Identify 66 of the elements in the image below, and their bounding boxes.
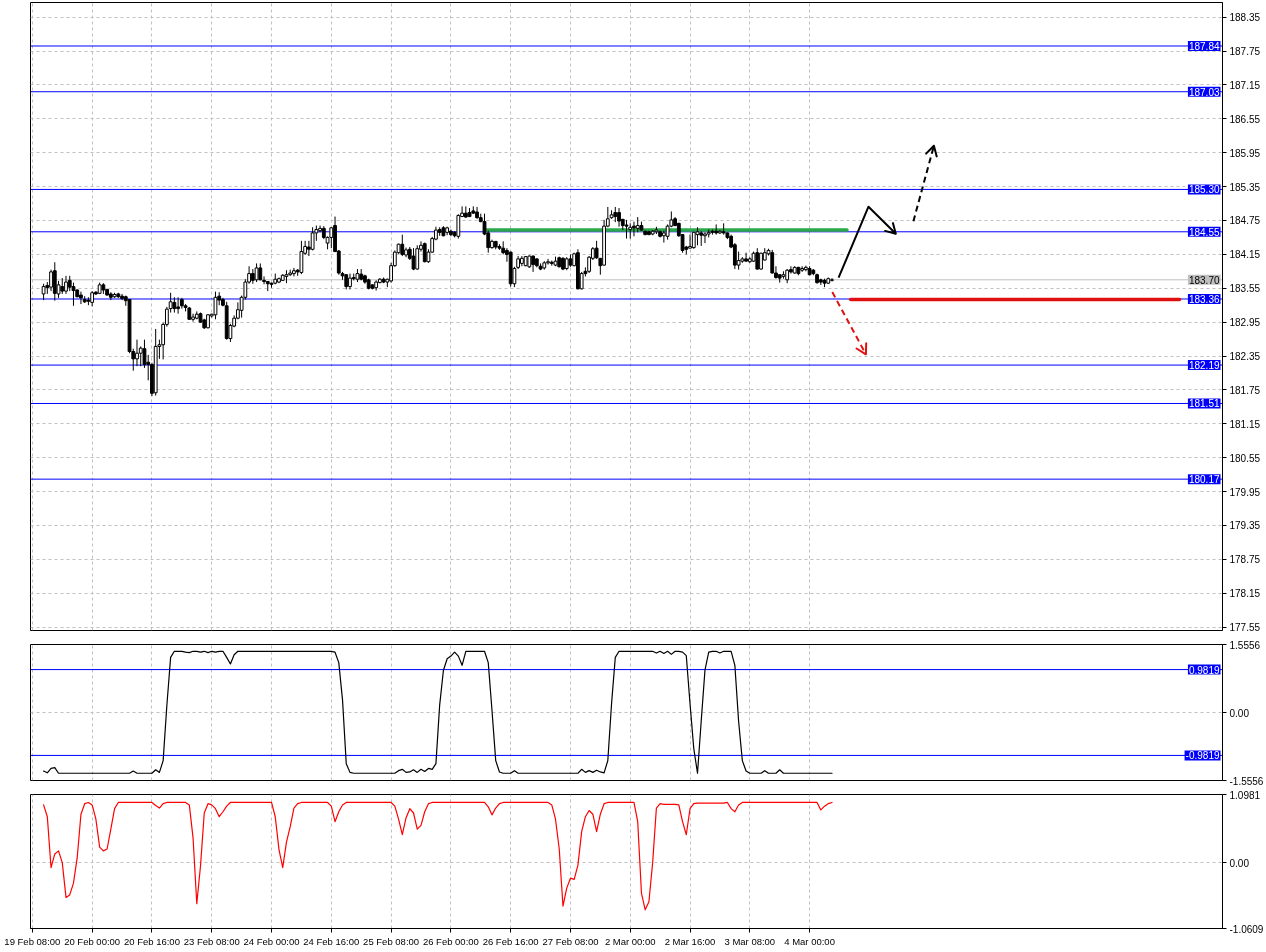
x-tick-label: 4 Mar 00:00 [784, 935, 835, 947]
ref-line-label: 187.84 [1188, 40, 1220, 52]
ref-line-label: 187.03 [1188, 86, 1220, 98]
candlestick [744, 252, 748, 263]
y-tick-label: 178.75 [1229, 554, 1261, 566]
y-tick-label: -1.0609 [1229, 923, 1264, 935]
x-tick-label: 25 Feb 08:00 [363, 935, 420, 947]
x-tick-label: 26 Feb 00:00 [422, 935, 479, 947]
candlestick [120, 293, 124, 301]
y-tick-label: 181.15 [1229, 418, 1261, 430]
ref-line-label: 180.17 [1188, 474, 1220, 486]
line-series [42, 801, 833, 911]
ref-line-label: 182.19 [1188, 360, 1220, 372]
candlestick [135, 339, 139, 367]
ref-line-label: 184.55 [1188, 226, 1220, 238]
y-tick-label: 185.95 [1229, 147, 1261, 159]
candlestick [546, 258, 550, 266]
y-tick-label: 179.35 [1229, 520, 1261, 532]
y-tick-label: 1.5556 [1229, 639, 1261, 651]
y-tick-label: 188.35 [1229, 12, 1261, 24]
y-tick-label: 182.95 [1229, 317, 1261, 329]
x-tick-label: 2 Mar 00:00 [604, 935, 656, 947]
candlestick [64, 275, 68, 295]
candlestick [52, 261, 57, 302]
ref-line-label: 183.36 [1188, 293, 1220, 305]
y-tick-label: 0.00 [1229, 707, 1250, 719]
y-tick-label: 177.55 [1229, 622, 1261, 634]
x-tick-label: 24 Feb 16:00 [303, 935, 360, 947]
y-tick-label: 178.15 [1229, 588, 1261, 600]
x-tick-label: 27 Feb 08:00 [542, 935, 599, 947]
x-tick-label: 2 Mar 16:00 [664, 935, 716, 947]
candlestick [292, 267, 296, 277]
ref-line-label: -0.9819 [1185, 750, 1220, 762]
ref-line-label: 185.30 [1188, 184, 1220, 196]
candlestick [176, 296, 180, 315]
y-tick-label: 187.15 [1229, 79, 1261, 91]
ref-line-label: 181.51 [1188, 398, 1220, 410]
x-tick-label: 3 Mar 08:00 [724, 935, 776, 947]
x-tick-label: 20 Feb 16:00 [123, 935, 180, 947]
line-series [42, 650, 833, 774]
candlestick [49, 269, 53, 292]
y-tick-label: 183.55 [1229, 283, 1261, 295]
x-tick-label: 19 Feb 08:00 [4, 935, 61, 947]
x-tick-label: 20 Feb 00:00 [64, 935, 121, 947]
x-tick-label: 23 Feb 08:00 [183, 935, 240, 947]
candlestick [617, 207, 621, 228]
y-tick-label: 185.35 [1229, 181, 1261, 193]
y-tick-label: 1.0981 [1229, 789, 1261, 801]
y-tick-label: 184.75 [1229, 215, 1261, 227]
candlestick [688, 234, 692, 249]
candlestick [703, 231, 707, 244]
ref-line-label: 183.70 [1188, 274, 1220, 286]
ref-line-label: 0.9819 [1188, 664, 1220, 676]
y-tick-label: -1.5556 [1229, 775, 1264, 787]
y-tick-label: 180.55 [1229, 452, 1261, 464]
candlestick [79, 291, 83, 305]
y-tick-label: 186.55 [1229, 113, 1261, 125]
y-tick-label: 181.75 [1229, 384, 1261, 396]
y-tick-label: 184.15 [1229, 249, 1261, 261]
x-tick-label: 26 Feb 16:00 [482, 935, 539, 947]
y-tick-label: 182.35 [1229, 351, 1261, 363]
y-tick-label: 187.75 [1229, 46, 1261, 58]
x-tick-label: 24 Feb 00:00 [243, 935, 300, 947]
candlestick [632, 221, 636, 237]
y-tick-label: 179.95 [1229, 486, 1261, 498]
y-tick-label: 0.00 [1229, 857, 1250, 869]
